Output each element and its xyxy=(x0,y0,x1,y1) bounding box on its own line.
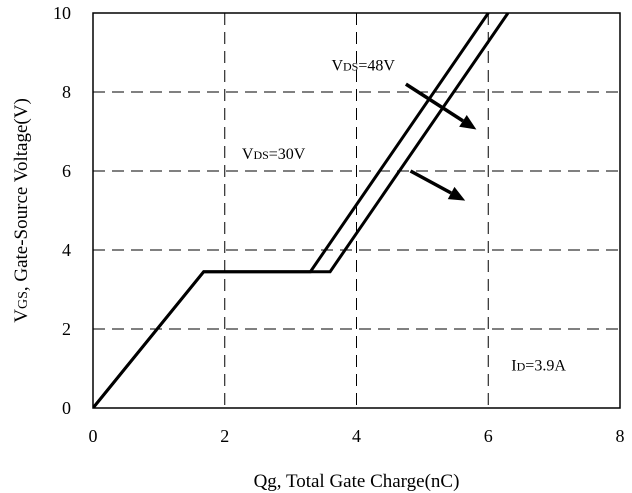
y-tick-label: 4 xyxy=(62,240,71,260)
x-tick-labels: 0 2 4 6 8 xyxy=(89,426,625,446)
y-tick-label: 0 xyxy=(62,398,71,418)
annotation-label: VDS=48V xyxy=(331,57,395,74)
grid-lines xyxy=(93,13,620,408)
annotations: VDS=48V VDS=30V ID=3.9A xyxy=(242,57,566,374)
x-tick-label: 4 xyxy=(352,426,361,446)
annotation-arrow xyxy=(404,82,464,123)
y-tick-labels: 0 2 4 6 8 10 xyxy=(53,3,71,418)
x-tick-label: 8 xyxy=(616,426,625,446)
annotation-arrow xyxy=(409,169,452,195)
y-tick-label: 8 xyxy=(62,82,71,102)
annotation-label: ID=3.9A xyxy=(511,357,566,374)
series-line-vds-30v xyxy=(93,13,490,408)
x-tick-label: 6 xyxy=(484,426,493,446)
series-line-vds-48v xyxy=(93,13,510,408)
x-axis-label: Qg, Total Gate Charge(nC) xyxy=(254,471,460,492)
x-tick-label: 0 xyxy=(89,426,98,446)
x-tick-label: 2 xyxy=(220,426,229,446)
annotation-label: VDS=30V xyxy=(242,146,306,163)
arrow-head xyxy=(447,186,466,201)
y-axis-label: VGS, Gate-Source Voltage(V) xyxy=(11,98,32,323)
plot-frame xyxy=(92,12,621,409)
series-lines xyxy=(93,13,510,408)
y-tick-label: 2 xyxy=(62,319,71,339)
y-tick-label: 10 xyxy=(53,3,71,23)
arrow-head xyxy=(459,114,477,130)
y-tick-label: 6 xyxy=(62,161,71,181)
